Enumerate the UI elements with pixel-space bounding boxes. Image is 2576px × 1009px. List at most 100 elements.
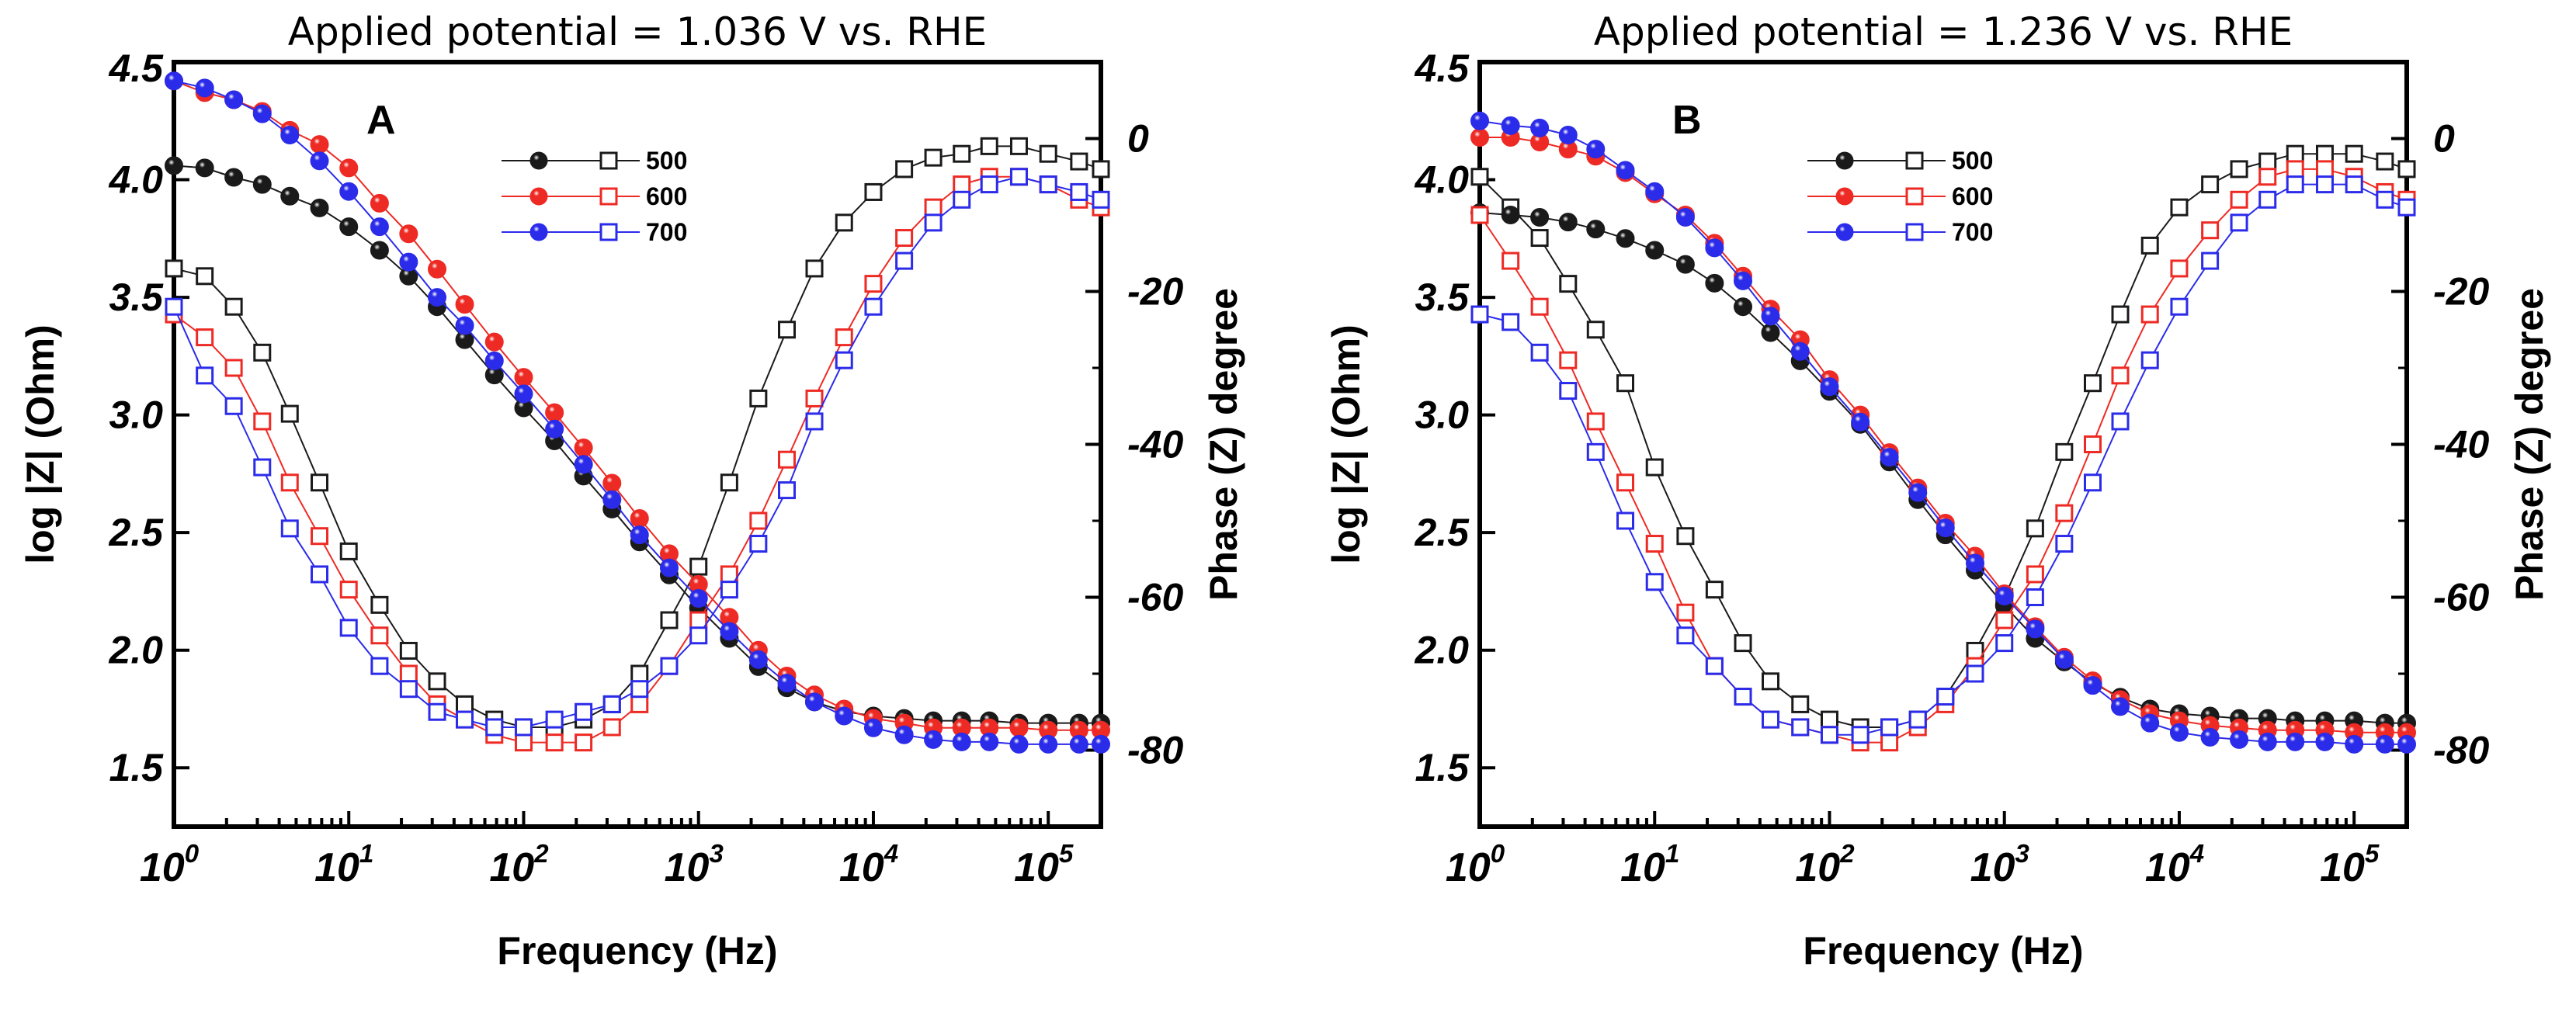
phase-point <box>2315 160 2334 179</box>
legend-label: 600 <box>646 182 687 210</box>
phase-point <box>253 458 272 477</box>
phase-point <box>1586 412 1605 431</box>
phase-point <box>2083 473 2102 492</box>
phase-point <box>1645 458 1664 477</box>
phase-point <box>545 733 564 752</box>
modulus-point <box>1705 273 1724 293</box>
phase-point <box>805 412 824 431</box>
modulus-point <box>484 332 504 352</box>
y-left-tick-label: 4.5 <box>1414 47 1470 90</box>
modulus-point <box>339 182 359 201</box>
phase-point <box>1009 168 1028 186</box>
y-left-tick-label: 2.0 <box>1414 629 1469 672</box>
modulus-line-600 <box>1480 137 2407 733</box>
legend-item-600: 600 <box>1807 182 1993 210</box>
phase-point <box>1791 718 1810 737</box>
phase-point <box>428 702 446 721</box>
modulus-point <box>835 706 854 726</box>
modulus-point <box>659 558 679 577</box>
legend-item-700: 700 <box>502 218 687 246</box>
legend-square-marker <box>1905 151 1924 170</box>
modulus-point <box>224 168 244 187</box>
phase-point <box>196 267 214 286</box>
modulus-point <box>280 125 300 144</box>
y-left-tick-label: 2.5 <box>1414 511 1470 554</box>
modulus-point <box>804 692 824 712</box>
phase-point <box>2201 251 2220 270</box>
modulus-point <box>1908 483 1928 502</box>
phase-point <box>777 481 796 500</box>
panel-a: Applied potential = 1.036 V vs. RHE 100 10… <box>19 9 1245 973</box>
phase-point <box>1705 581 1724 599</box>
phase-point <box>253 343 272 362</box>
modulus-point <box>2345 734 2364 754</box>
phase-line-700 <box>173 175 1102 728</box>
y-left-tick-label: 3.5 <box>109 276 164 319</box>
phase-point <box>2286 160 2304 179</box>
y-left-tick-label: 1.5 <box>1415 746 1470 789</box>
phase-point <box>1559 382 1578 400</box>
modulus-point <box>1501 206 1520 224</box>
modulus-point <box>894 725 914 744</box>
phase-point <box>602 718 621 737</box>
phase-point <box>399 641 418 660</box>
modulus-point <box>1530 208 1550 227</box>
phase-point <box>1705 657 1724 675</box>
modulus-point <box>195 158 214 178</box>
phase-point <box>660 611 679 629</box>
phase-point <box>311 527 329 546</box>
phase-point <box>339 581 358 599</box>
phase-point <box>428 672 446 691</box>
phase-point <box>835 213 853 232</box>
phase-point <box>1530 297 1549 316</box>
modulus-point <box>1935 518 1955 538</box>
phase-point <box>953 175 971 194</box>
phase-point <box>1616 511 1635 530</box>
phase-point <box>545 710 564 729</box>
y-right-tick-label: -20 <box>1127 270 1183 314</box>
phase-point <box>2170 259 2189 278</box>
panel-letter: A <box>366 98 396 143</box>
modulus-point <box>748 650 768 669</box>
y-left-tick-label: 4.5 <box>108 47 164 90</box>
phase-line-600 <box>173 175 1102 744</box>
modulus-point <box>1645 241 1665 260</box>
phase-point <box>1070 182 1088 201</box>
phase-point <box>864 297 883 316</box>
phase-point <box>1936 688 1955 706</box>
y-right-tick-label: -80 <box>2433 729 2489 772</box>
phase-point <box>602 695 621 713</box>
modulus-point <box>1645 182 1665 201</box>
legend-square-marker <box>1905 187 1924 206</box>
phase-point <box>370 595 389 614</box>
phase-point <box>953 190 971 209</box>
phase-point <box>720 473 738 492</box>
modulus-point <box>1734 271 1753 290</box>
legend: 500 600 700 <box>502 147 687 246</box>
phase-point <box>2055 535 2074 553</box>
modulus-point <box>428 259 447 279</box>
y-left-tick-label: 4.0 <box>108 158 163 202</box>
phase-point <box>1039 144 1057 163</box>
phase-point <box>280 519 299 538</box>
x-tick-label: 100 <box>1446 839 1505 890</box>
x-tick-label: 104 <box>839 839 898 890</box>
y-left-tick-label: 3.0 <box>109 394 163 437</box>
phase-point <box>749 389 768 407</box>
phase-point <box>2026 565 2044 584</box>
phase-point <box>1470 168 1489 186</box>
x-tick-label: 102 <box>489 839 549 890</box>
phase-point <box>1820 726 1838 744</box>
phase-point <box>689 611 708 629</box>
modulus-point <box>863 718 883 737</box>
phase-point <box>514 718 533 737</box>
phase-point <box>777 450 796 469</box>
phase-point <box>2055 442 2074 461</box>
phase-point <box>2026 519 2044 538</box>
y-left-tick-label: 4.0 <box>1414 158 1469 202</box>
phase-point <box>2201 221 2220 240</box>
phase-point <box>2083 374 2102 393</box>
phase-point <box>2111 305 2130 324</box>
series-600 <box>165 71 1110 752</box>
phase-point <box>777 321 796 339</box>
